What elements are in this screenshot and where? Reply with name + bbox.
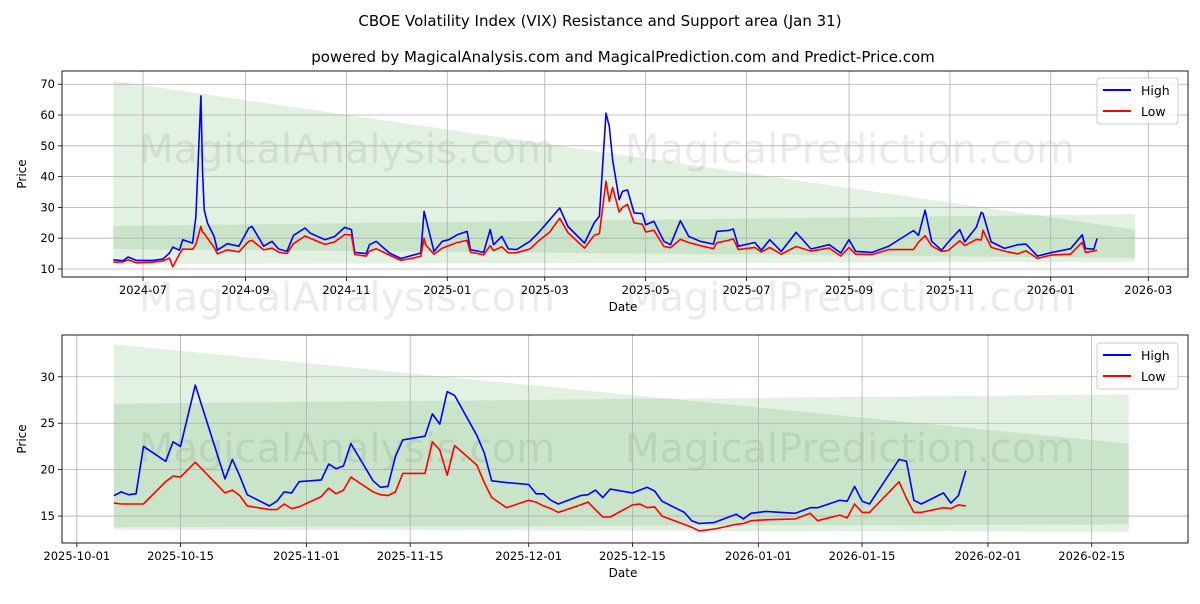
series-line-low	[113, 180, 1098, 268]
y-tick-label: 25	[40, 416, 55, 430]
x-tick-label: 2025-10-15	[147, 549, 214, 563]
resistance-support-wide-band	[113, 80, 1136, 265]
y-tick-label: 20	[40, 231, 55, 245]
watermark-layer: MagicalAnalysis.com MagicalPrediction.co…	[139, 127, 1075, 472]
x-tick-label: 2024-09	[222, 283, 270, 297]
watermark: MagicalAnalysis.com	[139, 426, 555, 472]
x-tick-label: 2025-11-15	[377, 549, 444, 563]
series-line-high	[113, 384, 967, 525]
resistance-support-wide-band	[113, 344, 1129, 532]
y-tick-label: 30	[40, 370, 55, 384]
watermark: MagicalAnalysis.com	[139, 275, 555, 321]
top-chart-axes: 2024-07 2024-09 2024-11 2025-01 2025-03 2025-…	[15, 70, 1189, 314]
y-tick-label: 15	[40, 509, 55, 523]
x-tick-label: 2025-12-15	[599, 549, 666, 563]
x-tick-label: 2026-01	[1027, 283, 1075, 297]
legend-label-high: High	[1141, 83, 1170, 98]
x-tick-label: 2025-09	[825, 283, 873, 297]
chart-subtitle: powered by MagicalAnalysis.com and Magic…	[311, 48, 935, 66]
x-tick-label: 2025-12-01	[495, 549, 562, 563]
legend: High Low	[1096, 342, 1179, 390]
legend: High Low	[1096, 77, 1179, 125]
bottom-chart-axes: 2025-10-01 2025-10-15 2025-11-01 2025-11-15…	[15, 334, 1189, 580]
legend-label-low: Low	[1141, 369, 1166, 384]
y-tick-label: 10	[40, 262, 55, 276]
y-tick-label: 60	[40, 108, 55, 122]
y-tick-label: 70	[40, 77, 55, 91]
series-line-low	[113, 440, 966, 532]
resistance-support-core-band	[113, 394, 1129, 528]
x-tick-label: 2025-11-01	[273, 549, 340, 563]
x-tick-label: 2025-11	[926, 283, 974, 297]
chart-title: CBOE Volatility Index (VIX) Resistance a…	[358, 12, 841, 30]
x-axis-label: Date	[609, 566, 638, 580]
x-tick-label: 2026-03	[1124, 283, 1172, 297]
y-tick-label: 20	[40, 463, 55, 477]
x-tick-label: 2025-05	[622, 283, 670, 297]
y-tick-label: 50	[40, 139, 55, 153]
x-tick-label: 2025-10-01	[43, 549, 110, 563]
axes-frame	[61, 70, 1189, 278]
x-tick-label: 2026-01-01	[725, 549, 792, 563]
axes-frame	[61, 334, 1189, 544]
x-tick-label: 2025-03	[521, 283, 569, 297]
y-axis-label: Price	[15, 424, 29, 453]
x-tick-label: 2026-02-15	[1058, 549, 1125, 563]
x-tick-label: 2024-11	[322, 283, 370, 297]
x-axis-label: Date	[609, 300, 638, 314]
y-axis-label: Price	[15, 159, 29, 188]
watermark: MagicalPrediction.com	[625, 426, 1075, 472]
x-tick-label: 2024-07	[119, 283, 167, 297]
legend-label-high: High	[1141, 348, 1170, 363]
series-line-high	[113, 95, 1098, 262]
x-tick-label: 2026-01-15	[829, 549, 896, 563]
y-tick-label: 30	[40, 200, 55, 214]
watermark: MagicalPrediction.com	[625, 127, 1075, 173]
watermark: MagicalPrediction.com	[625, 275, 1075, 321]
legend-label-low: Low	[1141, 104, 1166, 119]
watermark: MagicalAnalysis.com	[139, 127, 555, 173]
x-tick-label: 2026-02-01	[955, 549, 1022, 563]
x-tick-label: 2025-01	[423, 283, 471, 297]
x-tick-label: 2025-07	[722, 283, 770, 297]
y-tick-label: 40	[40, 170, 55, 184]
